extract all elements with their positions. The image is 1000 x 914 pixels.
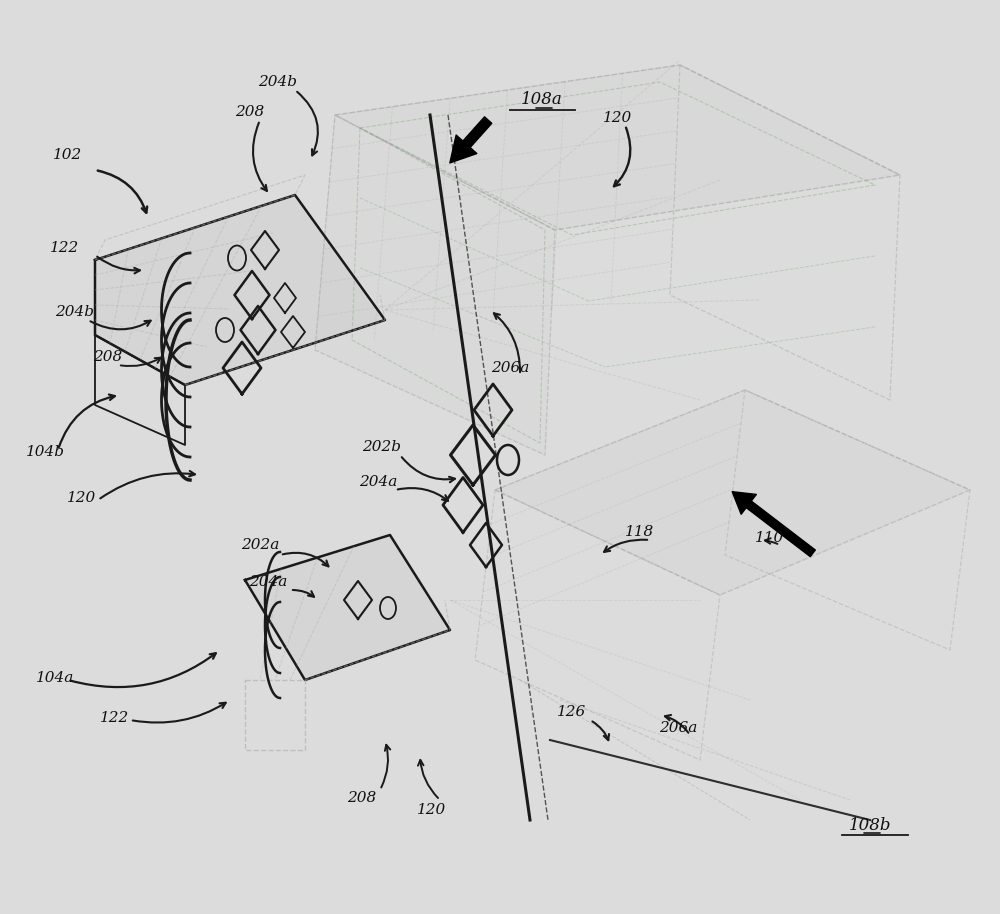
Text: 208: 208 xyxy=(347,791,377,805)
Text: 104a: 104a xyxy=(36,671,74,685)
FancyArrowPatch shape xyxy=(732,492,815,557)
Text: 102: 102 xyxy=(53,148,83,162)
Polygon shape xyxy=(245,535,450,680)
Text: 122: 122 xyxy=(50,241,80,255)
FancyArrowPatch shape xyxy=(450,117,492,163)
Text: 120: 120 xyxy=(67,491,97,505)
Text: 208: 208 xyxy=(93,350,123,364)
Text: 126: 126 xyxy=(557,705,587,719)
Text: 120: 120 xyxy=(417,803,447,817)
Text: 202a: 202a xyxy=(241,538,279,552)
Polygon shape xyxy=(335,65,900,230)
Text: 204b: 204b xyxy=(258,75,298,89)
Text: 122: 122 xyxy=(100,711,130,725)
Text: 206a: 206a xyxy=(491,361,529,375)
Text: 110: 110 xyxy=(755,531,785,545)
Text: 202b: 202b xyxy=(362,440,402,454)
Text: 108a: 108a xyxy=(521,91,563,109)
Polygon shape xyxy=(315,115,555,455)
Text: 208: 208 xyxy=(235,105,265,119)
Text: 104b: 104b xyxy=(26,445,64,459)
Text: 204a: 204a xyxy=(249,575,287,589)
Text: 120: 120 xyxy=(603,111,633,125)
Text: 108b: 108b xyxy=(849,816,891,834)
Text: 204a: 204a xyxy=(359,475,397,489)
Polygon shape xyxy=(95,195,385,385)
Text: 206a: 206a xyxy=(659,721,697,735)
Polygon shape xyxy=(495,390,970,595)
Text: 204b: 204b xyxy=(56,305,94,319)
Text: 118: 118 xyxy=(625,525,655,539)
